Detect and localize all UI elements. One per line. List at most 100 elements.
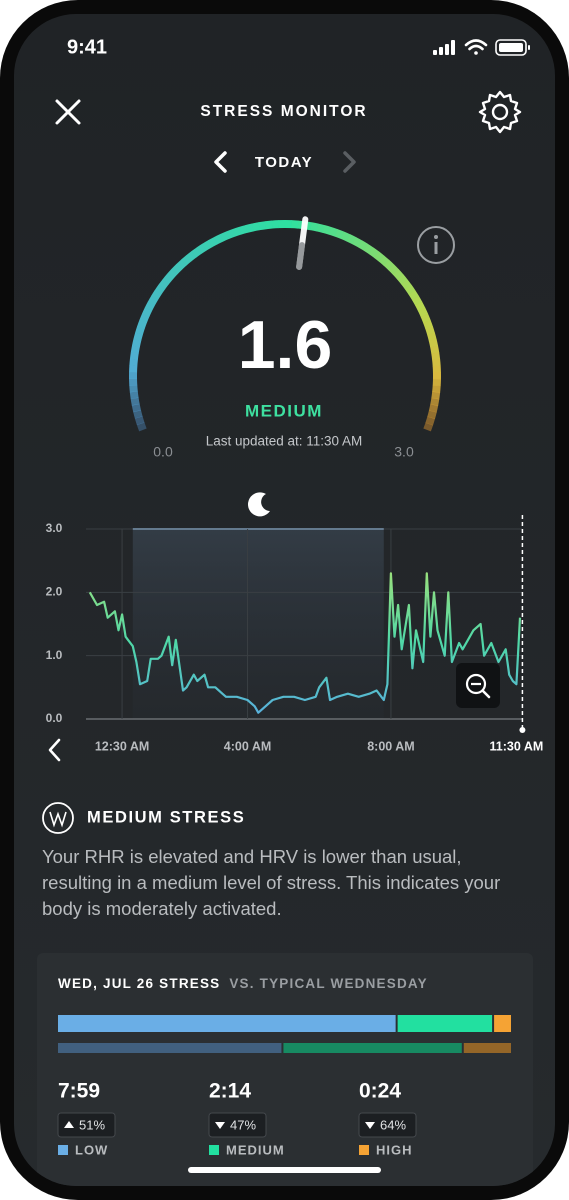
gauge-segment — [340, 231, 351, 242]
settings-button[interactable] — [478, 90, 522, 134]
gauge-segment — [392, 269, 404, 280]
legend-label: MEDIUM — [226, 1142, 285, 1157]
home-indicator — [188, 1167, 381, 1173]
comparison-date: WED, JUL 26 STRESS — [58, 976, 220, 991]
legend-swatch — [209, 1145, 219, 1155]
page-title: STRESS MONITOR — [200, 103, 367, 120]
gauge-segment — [141, 307, 153, 317]
wifi-icon — [464, 39, 488, 55]
gauge-segment — [428, 404, 439, 413]
gauge-segment — [196, 243, 207, 254]
duration: 0:24 — [359, 1080, 401, 1103]
gauge-segment — [423, 319, 433, 330]
y-tick-label: 3.0 — [46, 521, 63, 535]
gauge-segment — [226, 229, 236, 239]
change-arrow — [64, 1121, 74, 1128]
gauge-segment — [316, 223, 326, 233]
change-badge — [208, 1112, 267, 1138]
legend-swatch — [359, 1145, 369, 1155]
battery-icon — [495, 39, 530, 56]
gauge-segment — [136, 422, 147, 432]
gauge-segment — [357, 240, 368, 251]
typical-bar — [463, 1043, 511, 1053]
next-day[interactable] — [343, 151, 356, 173]
gauge-segment — [408, 290, 420, 301]
gauge-segment — [383, 259, 395, 271]
last-updated: Last updated at: 11:30 AM — [206, 434, 363, 449]
gauge-segment — [238, 225, 248, 235]
y-tick-label: 1.0 — [46, 648, 63, 662]
x-tick-label: 8:00 AM — [367, 739, 414, 753]
change: 51% — [79, 1117, 105, 1132]
status-time: 9:41 — [67, 36, 107, 58]
gauge-segment — [322, 225, 332, 235]
gauge-segment — [378, 255, 390, 266]
gauge-segment — [432, 358, 441, 367]
gauge-segment — [131, 338, 142, 348]
gauge-segment — [134, 416, 145, 426]
prev-day[interactable] — [214, 151, 227, 173]
info-button[interactable] — [417, 226, 455, 264]
summary-title: MEDIUM STRESS — [87, 808, 245, 826]
zoom-button[interactable] — [456, 663, 500, 708]
gauge-segment — [388, 264, 399, 275]
gauge-segment — [208, 236, 218, 248]
gauge-segment — [258, 221, 267, 231]
comparison-versus: VS. TYPICAL WEDNESDAY — [229, 976, 428, 991]
typical-bar — [58, 1043, 282, 1053]
gauge-segment — [430, 397, 440, 406]
sleep-band — [132, 529, 384, 719]
close-button[interactable] — [55, 99, 81, 125]
gauge-segment — [129, 384, 138, 393]
y-tick-label: 2.0 — [46, 585, 63, 599]
gauge-segment — [373, 251, 385, 262]
gauge-segment — [202, 240, 213, 251]
legend-label: HIGH — [376, 1142, 413, 1157]
gauge-segment — [133, 410, 143, 419]
duration: 2:14 — [209, 1080, 251, 1103]
gauge-segment — [154, 284, 166, 295]
gauge-segment — [213, 234, 224, 245]
gauge-segment — [432, 385, 441, 393]
gauge-segment — [129, 358, 138, 367]
gauge-segment — [185, 251, 197, 262]
comparison-bars: 7:59 51% LOW 2:14 47% MEDIUM 0:24 64% HIGH — [57, 1015, 511, 1157]
gauge-segment — [363, 243, 374, 255]
today-bar — [494, 1015, 511, 1032]
gauge-segment — [428, 339, 439, 348]
stress-line — [88, 572, 522, 714]
gauge-segment — [180, 255, 192, 266]
gauge-segment — [251, 222, 261, 232]
gauge-value: 1.6 — [238, 307, 333, 383]
chart-back[interactable] — [48, 738, 61, 762]
screen-content: 9:41 STRESS MONITOR TODAY 1.6 — [14, 14, 555, 1186]
date-label: TODAY — [255, 154, 313, 171]
change-badge — [57, 1112, 116, 1138]
gauge-segment — [129, 391, 139, 400]
gauge-segment — [232, 226, 242, 237]
gauge-segment — [404, 284, 416, 295]
gauge-segment — [171, 264, 182, 275]
gauge-segment — [431, 352, 441, 361]
change-arrow — [365, 1122, 375, 1129]
y-tick-label: 0.0 — [46, 711, 63, 725]
gauge-needle-fade — [296, 242, 305, 270]
change-arrow — [215, 1122, 225, 1129]
stress-chart: 0.0 1.0 2.0 3.0 12:30 AM 4:00 AM 8:00 AM 11:30 … — [46, 515, 543, 753]
gauge-segment — [220, 231, 230, 242]
change: 47% — [230, 1117, 256, 1132]
gauge-segment — [310, 222, 319, 232]
now-dot — [519, 727, 526, 733]
gauge-segment — [418, 307, 429, 318]
gauge-segment — [328, 227, 338, 237]
today-bar — [58, 1015, 396, 1032]
gauge-segment — [158, 279, 170, 290]
gauge-max: 3.0 — [394, 444, 414, 460]
gauge-segment — [427, 410, 437, 419]
gauge-segment — [151, 289, 162, 300]
gauge-segment — [144, 301, 156, 312]
gauge-segment — [334, 229, 345, 240]
gauge-segment — [427, 332, 437, 342]
gauge-segment — [264, 220, 273, 230]
